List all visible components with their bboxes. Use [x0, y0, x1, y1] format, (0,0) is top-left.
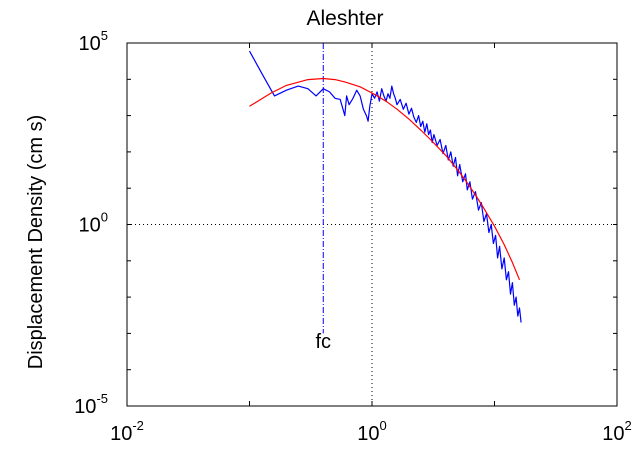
series-lines [248, 50, 522, 323]
y-tick-label-2: 105 [79, 28, 108, 55]
axis-ticks [126, 42, 618, 407]
x-tick-label-1: 100 [357, 418, 386, 445]
grid [127, 43, 617, 406]
x-tick-label-2: 102 [602, 418, 631, 445]
series-line-1 [249, 77, 521, 281]
y-tick-label-1: 100 [79, 210, 108, 237]
chart-title: Aleshter [306, 7, 383, 30]
y-axis-label: Displacement Density (cm s) [25, 115, 47, 370]
y-tick-label-0: 10-5 [74, 391, 108, 418]
annotation-0: fc [315, 331, 331, 353]
x-tick-label-0: 10-2 [110, 418, 144, 445]
annotations: fc [315, 331, 331, 353]
series-line-0 [248, 50, 522, 323]
tick-labels: 10-2 100 102 10-5 100 105 [74, 28, 632, 445]
